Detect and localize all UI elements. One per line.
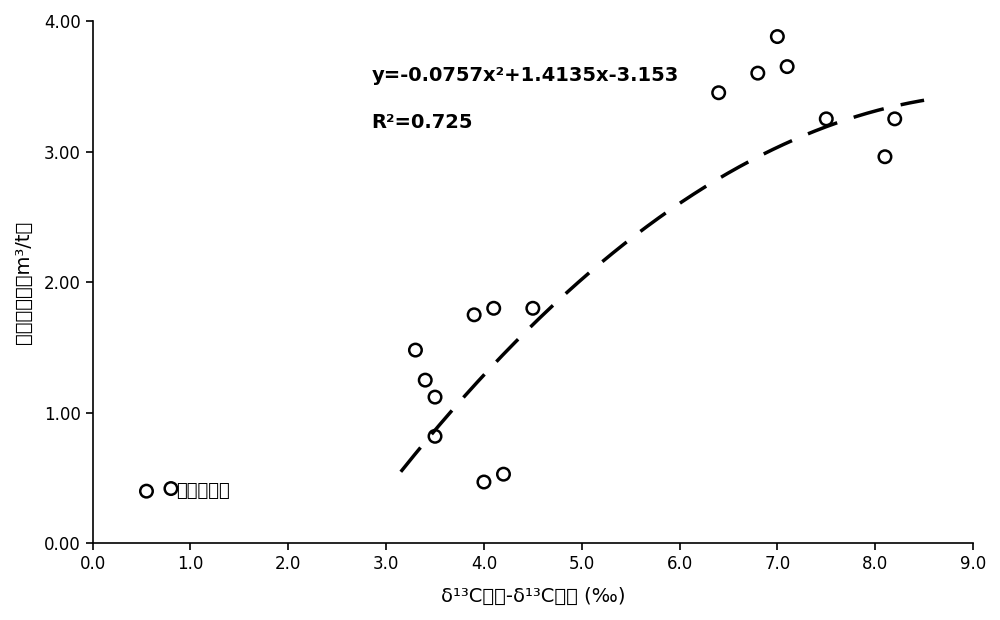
Text: y=-0.0757x²+1.4135x-3.153: y=-0.0757x²+1.4135x-3.153 [371,66,679,86]
Point [476,477,492,487]
Point [779,61,795,71]
Point [750,68,766,78]
Point [769,32,785,42]
Point [818,114,834,124]
Point [887,114,903,124]
Text: R²=0.725: R²=0.725 [371,113,473,132]
Point [525,303,541,313]
Point [427,392,443,402]
Point [163,484,179,494]
Point [486,303,502,313]
Y-axis label: 页岩含气量（m³/t）: 页岩含气量（m³/t） [14,221,33,343]
Point [466,310,482,320]
Point [495,469,511,479]
Point [877,152,893,162]
Point [427,432,443,441]
Point [138,486,154,496]
X-axis label: δ¹³C甲烷-δ¹³C乙烷 (‰): δ¹³C甲烷-δ¹³C乙烷 (‰) [441,587,625,606]
Point [417,375,433,385]
Point [711,88,727,98]
Text: 页岩含气量: 页岩含气量 [176,482,230,500]
Point [407,345,423,355]
